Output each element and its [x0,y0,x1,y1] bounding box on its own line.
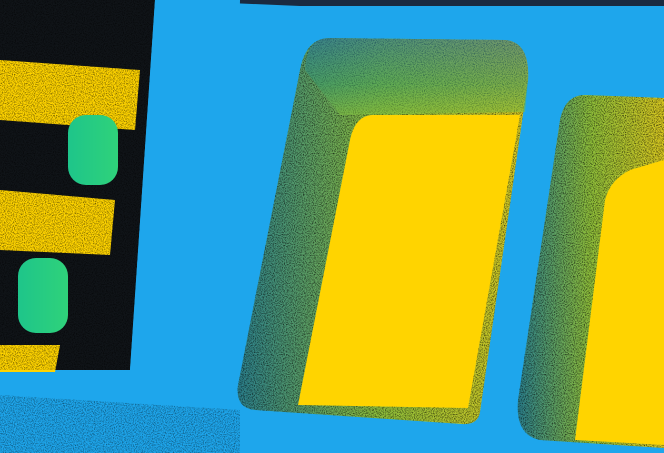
right-pocket [517,95,664,448]
center-pocket [237,38,529,425]
left-region [0,0,240,453]
bottom-edge [0,395,240,453]
top-edge [160,0,664,6]
